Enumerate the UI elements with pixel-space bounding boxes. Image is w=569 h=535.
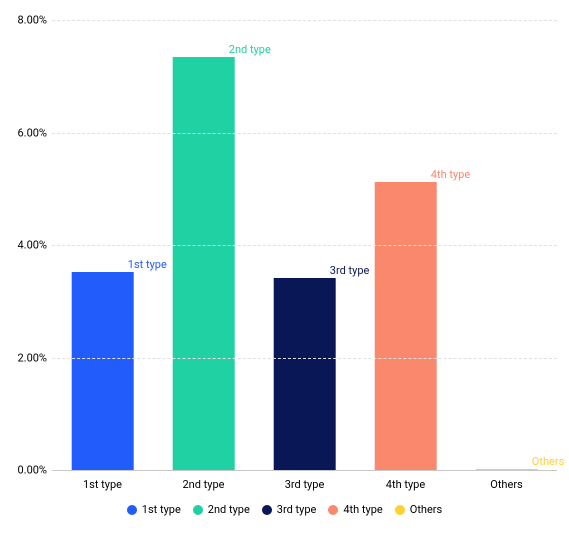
y-tick-text: 2.00%	[17, 351, 47, 364]
x-tick-text: Others	[490, 478, 522, 491]
legend-swatch	[127, 505, 137, 515]
legend-label: 3rd type	[277, 503, 317, 516]
bar-label-text: Others	[532, 455, 564, 468]
legend-item[interactable]: 2nd type	[193, 503, 250, 516]
y-axis-label: 0.00%	[17, 464, 47, 477]
bar-chart: 1st type2nd type3rd type4th typeOthers 1…	[0, 0, 569, 535]
bar[interactable]	[273, 278, 336, 470]
bar[interactable]	[172, 57, 235, 470]
x-axis-line	[52, 470, 557, 471]
x-axis-label: 3rd type	[254, 478, 355, 491]
legend-label: 1st type	[142, 503, 181, 516]
legend-label: 2nd type	[208, 503, 250, 516]
x-tick-text: 4th type	[386, 478, 425, 491]
legend-swatch	[193, 505, 203, 515]
legend-item[interactable]: 4th type	[328, 503, 382, 516]
y-tick-text: 8.00%	[17, 14, 47, 27]
gridline	[52, 245, 557, 246]
legend-item[interactable]: 1st type	[127, 503, 181, 516]
x-axis-label: 4th type	[355, 478, 456, 491]
x-axis-label: 1st type	[52, 478, 153, 491]
bar[interactable]	[374, 182, 437, 470]
gridline	[52, 358, 557, 359]
y-axis-label: 6.00%	[17, 126, 47, 139]
x-axis-label: Others	[456, 478, 557, 491]
legend-item[interactable]: Others	[395, 503, 442, 516]
legend-item[interactable]: 3rd type	[262, 503, 317, 516]
plot-area: 1st type2nd type3rd type4th typeOthers	[52, 20, 557, 470]
x-tick-text: 2nd type	[182, 478, 224, 491]
bar[interactable]	[71, 272, 134, 470]
y-axis-label: 8.00%	[17, 14, 47, 27]
x-tick-text: 3rd type	[285, 478, 325, 491]
legend-swatch	[328, 505, 338, 515]
legend-label: Others	[410, 503, 442, 516]
x-axis-labels: 1st type 2nd type 3rd type 4th type Others	[52, 478, 557, 491]
legend-swatch	[395, 505, 405, 515]
x-axis-label: 2nd type	[153, 478, 254, 491]
legend: 1st type 2nd type 3rd type 4th type Others	[0, 503, 569, 516]
y-tick-text: 0.00%	[17, 464, 47, 477]
legend-swatch	[262, 505, 272, 515]
y-tick-text: 6.00%	[17, 126, 47, 139]
legend-label: 4th type	[343, 503, 382, 516]
bar-label: Others	[532, 456, 564, 467]
gridline	[52, 20, 557, 21]
y-axis-label: 4.00%	[17, 239, 47, 252]
gridline	[52, 133, 557, 134]
y-axis-label: 2.00%	[17, 351, 47, 364]
x-tick-text: 1st type	[83, 478, 122, 491]
y-tick-text: 4.00%	[17, 239, 47, 252]
